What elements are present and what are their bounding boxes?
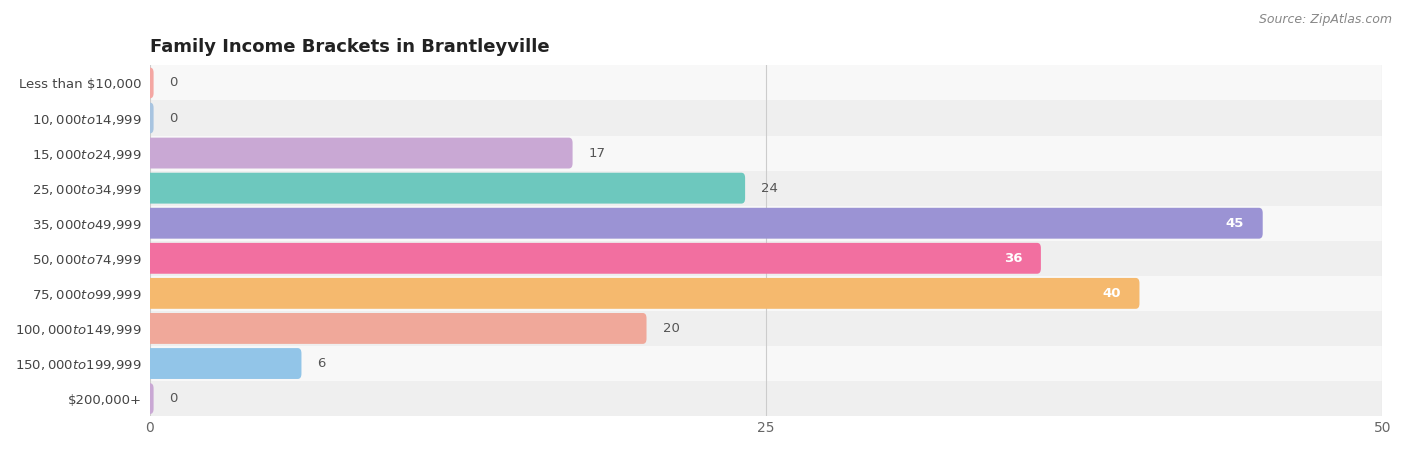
FancyBboxPatch shape bbox=[146, 278, 1139, 309]
FancyBboxPatch shape bbox=[146, 173, 745, 203]
Text: 40: 40 bbox=[1102, 287, 1121, 300]
FancyBboxPatch shape bbox=[146, 313, 647, 344]
Bar bbox=[150, 65, 1382, 100]
Bar bbox=[150, 206, 1382, 241]
FancyBboxPatch shape bbox=[146, 68, 153, 99]
FancyBboxPatch shape bbox=[146, 243, 1040, 274]
Text: 0: 0 bbox=[170, 392, 179, 405]
FancyBboxPatch shape bbox=[146, 383, 153, 414]
Text: 17: 17 bbox=[589, 147, 606, 160]
Text: 0: 0 bbox=[170, 112, 179, 125]
Bar bbox=[150, 381, 1382, 416]
Bar bbox=[150, 311, 1382, 346]
Text: 20: 20 bbox=[662, 322, 679, 335]
Text: 45: 45 bbox=[1226, 217, 1244, 230]
Text: 0: 0 bbox=[170, 76, 179, 90]
Bar bbox=[150, 241, 1382, 276]
FancyBboxPatch shape bbox=[146, 208, 1263, 238]
Text: 24: 24 bbox=[761, 182, 778, 195]
FancyBboxPatch shape bbox=[146, 138, 572, 168]
Bar bbox=[150, 346, 1382, 381]
Bar bbox=[150, 171, 1382, 206]
FancyBboxPatch shape bbox=[146, 103, 153, 134]
Bar bbox=[150, 135, 1382, 171]
Bar bbox=[150, 100, 1382, 135]
Bar bbox=[150, 276, 1382, 311]
FancyBboxPatch shape bbox=[146, 348, 301, 379]
Text: Source: ZipAtlas.com: Source: ZipAtlas.com bbox=[1258, 14, 1392, 27]
Text: 6: 6 bbox=[318, 357, 326, 370]
Text: 36: 36 bbox=[1004, 252, 1022, 265]
Text: Family Income Brackets in Brantleyville: Family Income Brackets in Brantleyville bbox=[150, 37, 550, 55]
